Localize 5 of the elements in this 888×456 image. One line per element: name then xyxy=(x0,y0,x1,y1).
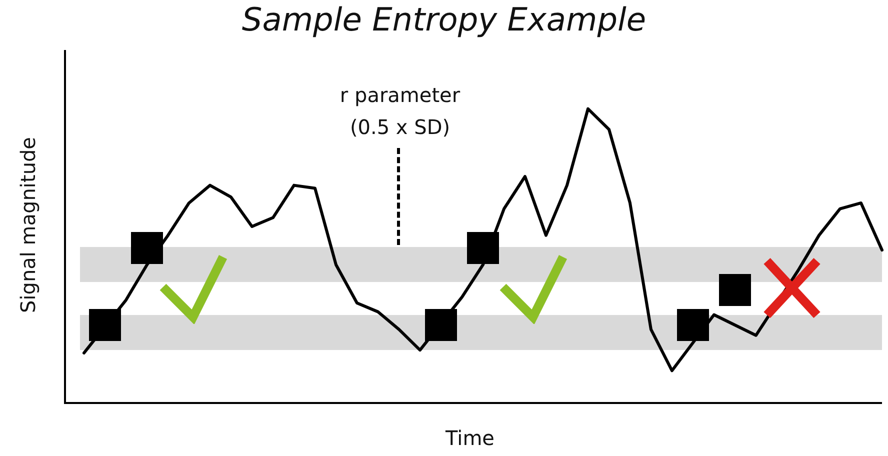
annotation: (0.5 x SD) xyxy=(350,115,450,140)
x-axis-title: Time xyxy=(444,426,494,450)
text: r parameter xyxy=(340,83,461,108)
chart-title: Sample Entropy Example xyxy=(242,0,646,38)
y-axis-title: Signal magnitude xyxy=(16,137,40,313)
